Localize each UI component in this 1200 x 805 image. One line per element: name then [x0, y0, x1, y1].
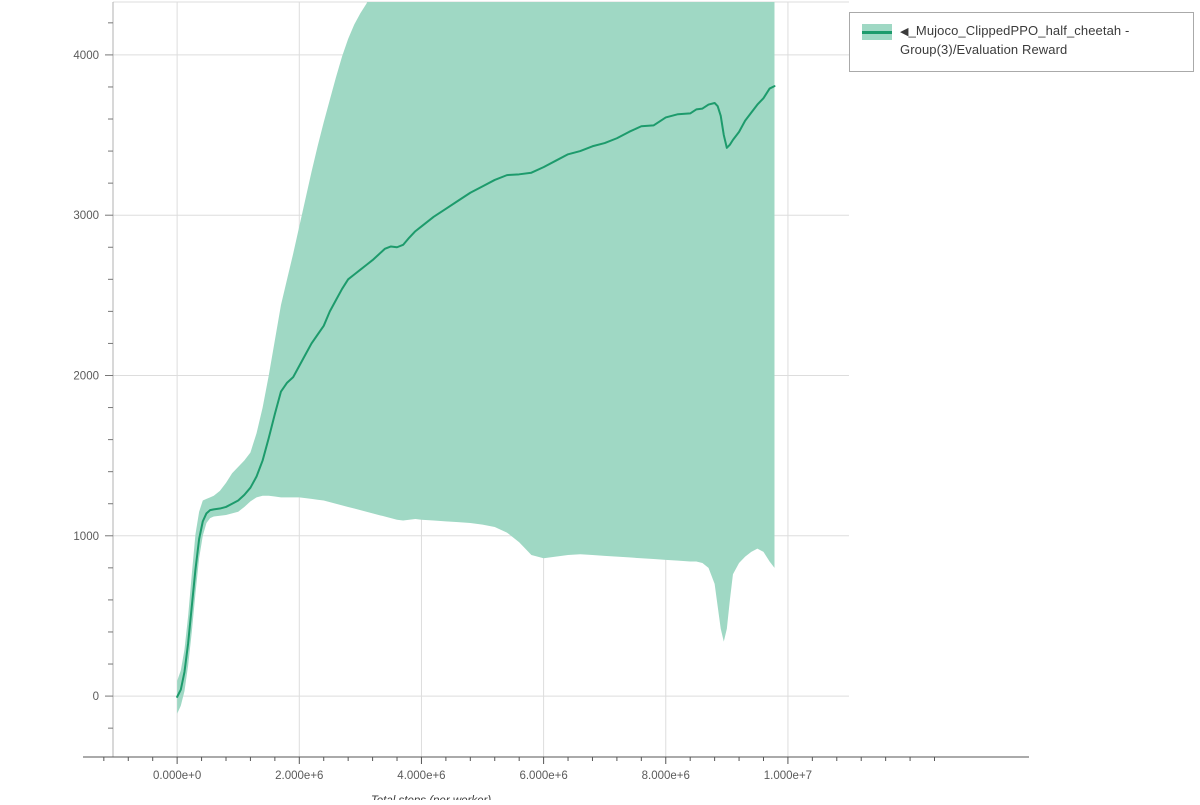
- confidence-band: [177, 2, 775, 714]
- legend-line-swatch: [862, 31, 892, 34]
- x-tick-label: 1.000e+7: [764, 770, 812, 782]
- axes: [83, 2, 1029, 764]
- mean-line: [176, 85, 776, 698]
- legend-label: _Mujoco_ClippedPPO_half_cheetah - Group(…: [900, 23, 1134, 57]
- y-tick-label: 0: [93, 691, 99, 703]
- legend-item[interactable]: ◀_Mujoco_ClippedPPO_half_cheetah - Group…: [862, 22, 1183, 58]
- x-tick-label: 0.000e+0: [153, 770, 201, 782]
- legend-color-swatch-icon: [862, 24, 892, 40]
- legend-collapse-arrow-icon[interactable]: ◀: [900, 26, 909, 38]
- axis-titles: Total steps (per worker): [371, 795, 492, 805]
- x-tick-label: 6.000e+6: [519, 770, 567, 782]
- x-axis-title: Total steps (per worker): [371, 795, 492, 800]
- y-tick-label: 2000: [73, 370, 99, 382]
- x-tick-label: 8.000e+6: [642, 770, 690, 782]
- x-tick-label: 2.000e+6: [275, 770, 323, 782]
- chart-legend[interactable]: ◀_Mujoco_ClippedPPO_half_cheetah - Group…: [849, 12, 1194, 72]
- tick-labels: 0.000e+0 2.000e+6 4.000e+6 6.000e+6 8.000e+6…: [73, 50, 812, 782]
- y-tick-label: 1000: [73, 531, 99, 543]
- legend-label-wrapper: ◀_Mujoco_ClippedPPO_half_cheetah - Group…: [900, 22, 1183, 58]
- y-tick-label: 3000: [73, 210, 99, 222]
- x-tick-label: 4.000e+6: [397, 770, 445, 782]
- y-tick-label: 4000: [73, 50, 99, 62]
